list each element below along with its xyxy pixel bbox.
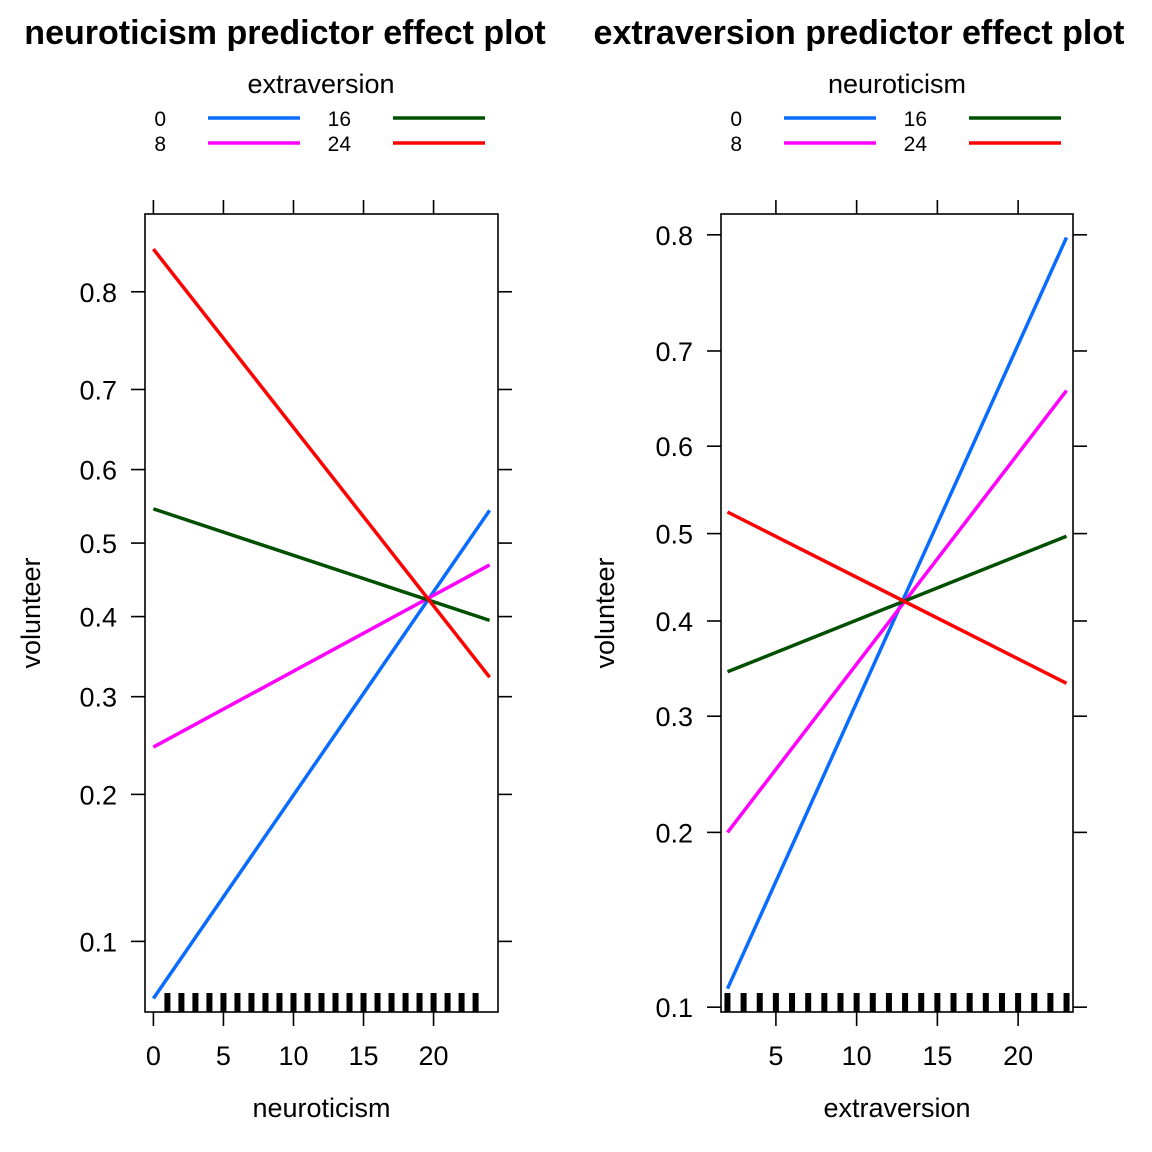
y-tick-label: 0.5 xyxy=(655,520,693,550)
y-tick-label: 0.6 xyxy=(655,432,693,462)
legend-label: 16 xyxy=(328,108,351,131)
series-line-16 xyxy=(152,507,491,623)
rug-mark xyxy=(821,993,828,1012)
y-tick-label: 0.5 xyxy=(79,529,117,559)
rug-mark xyxy=(374,993,381,1012)
rug-mark xyxy=(756,993,763,1012)
y-tick-label: 0.3 xyxy=(655,702,693,732)
rug-mark xyxy=(332,993,339,1012)
rug-mark xyxy=(740,993,747,1012)
y-tick-label: 0.6 xyxy=(79,456,117,486)
y-tick-label: 0.4 xyxy=(79,603,117,633)
y-axis-label: volunteer xyxy=(590,557,620,668)
series-line-8 xyxy=(152,563,491,749)
rug-mark xyxy=(220,993,227,1012)
rug-mark xyxy=(276,993,283,1012)
rug-mark xyxy=(869,993,876,1012)
y-tick-label: 0.8 xyxy=(655,221,693,251)
rug-mark xyxy=(458,993,465,1012)
plot-frame xyxy=(720,213,1074,1013)
series-line-8 xyxy=(726,389,1068,834)
rug-mark xyxy=(206,993,213,1012)
x-axis-label: neuroticism xyxy=(252,1093,390,1123)
rug-mark xyxy=(164,993,171,1012)
x-tick-label: 15 xyxy=(349,1041,379,1071)
rug-mark xyxy=(388,993,395,1012)
rug-mark xyxy=(789,993,796,1012)
rug-mark xyxy=(178,993,185,1012)
legend-label: 24 xyxy=(904,133,928,156)
rug-mark xyxy=(982,993,989,1012)
y-tick-label: 0.1 xyxy=(79,927,117,957)
x-tick-label: 20 xyxy=(1003,1041,1033,1071)
rug-mark xyxy=(998,993,1005,1012)
legend-label: 8 xyxy=(730,133,742,156)
rug-mark xyxy=(950,993,957,1012)
rug-mark xyxy=(724,993,731,1012)
chart-title: extraversion predictor effect plot xyxy=(594,14,1125,52)
y-tick-label: 0.2 xyxy=(655,818,693,848)
y-tick-label: 0.8 xyxy=(79,278,117,308)
x-tick-label: 15 xyxy=(922,1041,952,1071)
chart-title: neuroticism predictor effect plot xyxy=(24,14,545,52)
rug-mark xyxy=(234,993,241,1012)
x-tick-label: 5 xyxy=(768,1041,783,1071)
x-tick-label: 5 xyxy=(216,1041,231,1071)
y-axis-label: volunteer xyxy=(16,557,46,668)
x-axis-label: extraversion xyxy=(823,1093,970,1123)
rug-mark xyxy=(805,993,812,1012)
rug-mark xyxy=(1063,993,1070,1012)
rug-mark xyxy=(918,993,925,1012)
rug-mark xyxy=(360,993,367,1012)
rug-mark xyxy=(444,993,451,1012)
rug-mark xyxy=(966,993,973,1012)
series-line-24 xyxy=(152,248,491,679)
series-line-16 xyxy=(726,534,1068,674)
legend-label: 16 xyxy=(904,108,927,131)
panel-1: neuroticism predictor effect plot extrave… xyxy=(16,14,546,1123)
y-tick-label: 0.7 xyxy=(79,375,117,405)
y-tick-label: 0.4 xyxy=(655,607,693,637)
rug-mark xyxy=(318,993,325,1012)
x-tick-label: 10 xyxy=(842,1041,872,1071)
x-tick-label: 0 xyxy=(146,1041,161,1071)
legend-title: extraversion xyxy=(247,69,394,99)
rug-mark xyxy=(416,993,423,1012)
rug-mark xyxy=(248,993,255,1012)
rug-mark xyxy=(1031,993,1038,1012)
legend-label: 8 xyxy=(154,133,166,156)
rug-mark xyxy=(290,993,297,1012)
y-tick-label: 0.7 xyxy=(655,337,693,367)
series-line-0 xyxy=(151,509,492,1000)
y-tick-label: 0.2 xyxy=(79,780,117,810)
panel-2: extraversion predictor effect plot neurot… xyxy=(590,14,1124,1123)
legend-label: 0 xyxy=(730,108,742,131)
rug-mark xyxy=(430,993,437,1012)
rug-mark xyxy=(1047,993,1054,1012)
rug-mark xyxy=(472,993,479,1012)
rug-mark xyxy=(346,993,353,1012)
rug-mark xyxy=(192,993,199,1012)
legend-label: 0 xyxy=(154,108,166,131)
rug-mark xyxy=(837,993,844,1012)
rug-mark xyxy=(772,993,779,1012)
x-tick-label: 20 xyxy=(419,1041,449,1071)
y-tick-label: 0.1 xyxy=(655,993,693,1023)
rug-mark xyxy=(262,993,269,1012)
y-tick-label: 0.3 xyxy=(79,683,117,713)
legend-label: 24 xyxy=(328,133,352,156)
x-tick-label: 10 xyxy=(278,1041,308,1071)
rug-mark xyxy=(1015,993,1022,1012)
series-line-24 xyxy=(726,510,1068,685)
rug-mark xyxy=(402,993,409,1012)
rug-mark xyxy=(885,993,892,1012)
rug-mark xyxy=(853,993,860,1012)
rug-mark xyxy=(304,993,311,1012)
legend-title: neuroticism xyxy=(828,69,966,99)
rug-mark xyxy=(934,993,941,1012)
rug-mark xyxy=(902,993,909,1012)
